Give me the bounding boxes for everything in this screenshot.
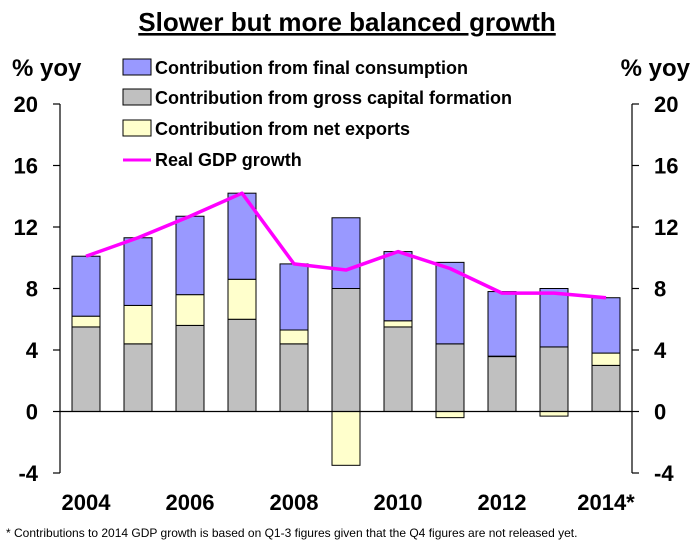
y-tick-label-left: 8 — [26, 277, 38, 302]
footnote: * Contributions to 2014 GDP growth is ba… — [6, 526, 577, 540]
bar-consumption-2013 — [539, 288, 569, 348]
bar-net-exports-2013 — [539, 411, 569, 417]
bar-net-exports-2005 — [123, 304, 153, 345]
legend-swatch-capital-formation — [122, 88, 152, 106]
bar-consumption-2008 — [279, 263, 309, 331]
y-tick-label-left: 20 — [14, 92, 38, 117]
bar-net-exports-2007 — [227, 278, 257, 320]
line-real-gdp-growth — [85, 191, 607, 300]
bar-consumption-2005 — [123, 237, 153, 306]
y-tick-label-right: 0 — [654, 400, 666, 425]
y-tick-label-left: 0 — [26, 400, 38, 425]
bar-capital-formation-2004 — [71, 326, 101, 412]
bar-net-exports-2004 — [71, 315, 101, 328]
y-tick-label-left: 4 — [26, 338, 39, 363]
y-axis-left-label: % yoy — [12, 55, 82, 82]
bar-consumption-2006 — [175, 215, 205, 296]
y-tick-label-right: 20 — [654, 92, 678, 117]
bar-capital-formation-2009 — [331, 288, 361, 412]
bar-consumption-2010 — [383, 251, 413, 322]
bar-net-exports-2009 — [331, 411, 361, 466]
x-tick-label: 2014* — [577, 490, 635, 515]
legend-swatch-net-exports — [122, 119, 152, 137]
y-tick-label-right: 8 — [654, 277, 666, 302]
bar-capital-formation-2006 — [175, 324, 205, 412]
plot-area: -4 -4 0 0 4 4 8 8 12 12 16 16 20 20 2004 2006 2008 2010 20… — [14, 92, 679, 515]
bar-capital-formation-2011 — [435, 343, 465, 413]
y-tick-label-left: 16 — [14, 154, 38, 179]
y-tick-label-right: -4 — [654, 461, 674, 486]
bar-consumption-2014 — [591, 297, 621, 354]
bar-capital-formation-2010 — [383, 326, 413, 412]
bar-capital-formation-2014 — [591, 364, 621, 412]
bar-net-exports-2011 — [435, 411, 465, 419]
bar-capital-formation-2005 — [123, 343, 153, 413]
bar-capital-formation-2012 — [487, 355, 517, 412]
bar-capital-formation-2013 — [539, 346, 569, 412]
y-tick-label-right: 12 — [654, 215, 678, 240]
x-tick-label: 2004 — [62, 490, 112, 515]
y-tick-label-right: 16 — [654, 154, 678, 179]
y-tick-label-left: -4 — [18, 461, 38, 486]
legend-label-gdp: Real GDP growth — [155, 150, 302, 170]
legend-label-capital-formation: Contribution from gross capital formatio… — [155, 88, 512, 108]
bar-net-exports-2006 — [175, 294, 205, 326]
legend-swatch-consumption — [122, 58, 152, 76]
bar-net-exports-2008 — [279, 329, 309, 345]
bar-consumption-2009 — [331, 217, 361, 289]
bar-capital-formation-2007 — [227, 318, 257, 412]
y-tick-label-right: 4 — [654, 338, 667, 363]
bar-consumption-2004 — [71, 255, 101, 317]
bar-net-exports-2014 — [591, 352, 621, 366]
legend-label-net-exports: Contribution from net exports — [155, 119, 410, 139]
x-tick-label: 2006 — [166, 490, 215, 515]
legend-label-consumption: Contribution from final consumption — [155, 58, 468, 78]
y-tick-label-left: 12 — [14, 215, 38, 240]
bar-capital-formation-2008 — [279, 343, 309, 413]
y-axis-right-label: % yoy — [621, 55, 691, 82]
x-tick-label: 2012 — [478, 490, 527, 515]
chart-title: Slower but more balanced growth — [138, 7, 556, 37]
legend: Contribution from final consumption Cont… — [122, 58, 512, 170]
bar-consumption-2011 — [435, 261, 465, 345]
x-tick-label: 2010 — [374, 490, 423, 515]
bar-consumption-2012 — [487, 291, 517, 357]
bar-net-exports-2010 — [383, 320, 413, 328]
x-tick-label: 2008 — [270, 490, 319, 515]
